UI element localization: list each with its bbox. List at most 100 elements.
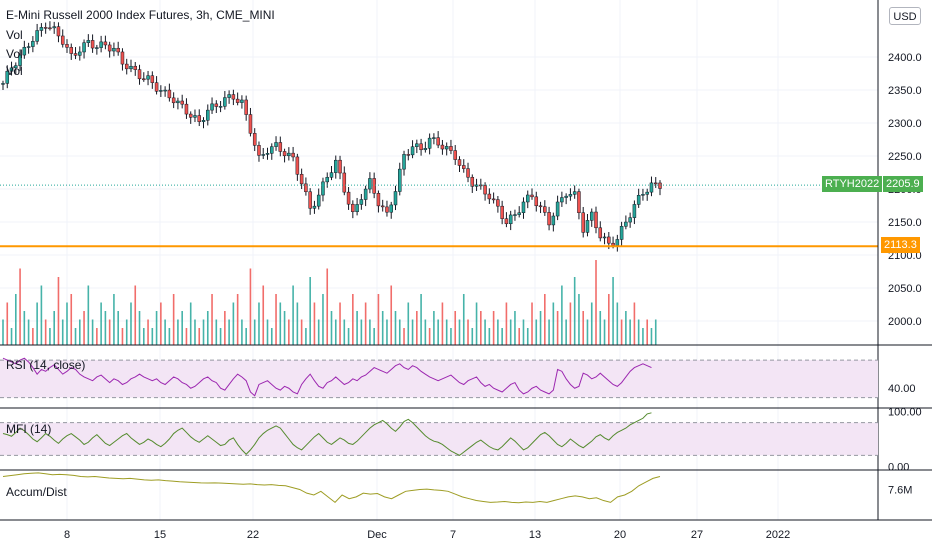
volume-bar — [454, 311, 457, 345]
currency-button[interactable]: USD — [889, 7, 921, 25]
candle-body — [99, 41, 103, 48]
volume-bar — [317, 319, 320, 345]
volume-bar — [78, 319, 81, 345]
candle-body — [274, 142, 278, 147]
candle-body — [453, 150, 457, 160]
candle-body — [261, 154, 265, 156]
accum-dist-legend[interactable]: Accum/Dist — [6, 485, 67, 499]
candle-body — [346, 191, 351, 205]
price-tick-label: 2400.0 — [888, 52, 922, 64]
candle-body — [444, 146, 449, 150]
volume-bar — [650, 328, 653, 345]
candle-body — [427, 137, 432, 149]
volume-bar — [23, 311, 26, 345]
time-tick-label: 22 — [247, 529, 259, 541]
volume-bar — [6, 302, 9, 345]
candle-body — [278, 142, 283, 152]
candle-body — [295, 156, 300, 175]
volume-bar — [27, 319, 30, 345]
volume-bar — [74, 328, 77, 345]
mfi-legend[interactable]: MFI (14) — [6, 422, 52, 436]
volume-bar — [518, 328, 521, 345]
candle-body — [188, 113, 193, 118]
volume-bar — [104, 311, 107, 345]
candle-body — [611, 242, 615, 246]
volume-bar — [420, 294, 422, 345]
candle-body — [325, 177, 329, 183]
volume-bar — [586, 319, 589, 345]
volume-bar — [262, 285, 265, 345]
candle-body — [129, 65, 133, 70]
candle-body — [491, 198, 496, 201]
candle-body — [265, 153, 270, 155]
volume-bar — [629, 319, 631, 345]
candle-body — [466, 168, 470, 178]
candle-body — [193, 115, 197, 118]
volume-bar — [347, 328, 350, 345]
volume-bar — [531, 302, 533, 345]
volume-bar — [561, 285, 563, 345]
candle-body — [602, 236, 607, 239]
volume-bar — [194, 319, 196, 345]
volume-bar — [424, 319, 427, 345]
candle-body — [577, 191, 581, 213]
volume-bar — [539, 311, 542, 345]
volume-legend-2[interactable]: Vol — [6, 47, 23, 61]
candle-body — [355, 204, 359, 213]
candle-body — [385, 206, 389, 213]
symbol-title[interactable]: E-Mini Russell 2000 Index Futures, 3h, C… — [6, 8, 275, 22]
volume-bar — [219, 328, 222, 345]
volume-bar — [36, 302, 38, 345]
volume-bar — [305, 328, 307, 345]
volume-bar — [407, 302, 410, 345]
volume-bar — [360, 319, 363, 345]
volume-bar — [394, 311, 397, 345]
volume-bar — [83, 311, 85, 345]
candle-body — [244, 99, 248, 115]
volume-bar — [211, 294, 213, 345]
candle-body — [572, 191, 577, 195]
volume-bar — [164, 319, 166, 345]
candle-body — [18, 54, 22, 66]
candle-body — [5, 70, 10, 84]
candle-body — [291, 152, 295, 158]
volume-bar — [488, 328, 491, 345]
candle-body — [393, 191, 398, 206]
volume-bar — [134, 285, 137, 345]
volume-bar — [522, 319, 525, 345]
candle-body — [321, 181, 325, 196]
volume-bar — [270, 328, 273, 345]
volume-bar — [330, 311, 333, 345]
candle-body — [180, 100, 184, 105]
volume-legend-3[interactable]: Vol — [6, 64, 23, 78]
volume-legend-1[interactable]: Vol — [6, 28, 23, 42]
volume-bar — [147, 319, 149, 345]
mfi-tick-0: 0.00 — [888, 461, 909, 473]
candle-body — [521, 201, 526, 213]
price-tick-label: 2050.0 — [888, 283, 922, 295]
candle-body — [500, 205, 504, 219]
candle-body — [103, 41, 108, 46]
volume-bar — [620, 319, 623, 345]
candle-body — [543, 206, 547, 213]
price-tick-label: 2150.0 — [888, 217, 922, 229]
rsi-legend[interactable]: RSI (14, close) — [6, 358, 86, 372]
volume-bar — [91, 319, 94, 345]
candle-body — [560, 197, 564, 203]
candle-body — [39, 27, 44, 31]
candle-body — [628, 217, 632, 223]
volume-bar — [612, 277, 614, 345]
candle-body — [150, 75, 155, 83]
volume-bar — [258, 302, 260, 345]
candle-body — [372, 178, 376, 194]
candle-body — [299, 174, 304, 185]
time-tick-label: 7 — [450, 529, 456, 541]
candle-body — [329, 172, 334, 178]
hline-price-badge: 2113.3 — [881, 237, 920, 253]
volume-bar — [142, 328, 145, 345]
volume-bar — [313, 302, 316, 345]
candle-body — [176, 100, 180, 104]
candle-body — [406, 154, 411, 156]
